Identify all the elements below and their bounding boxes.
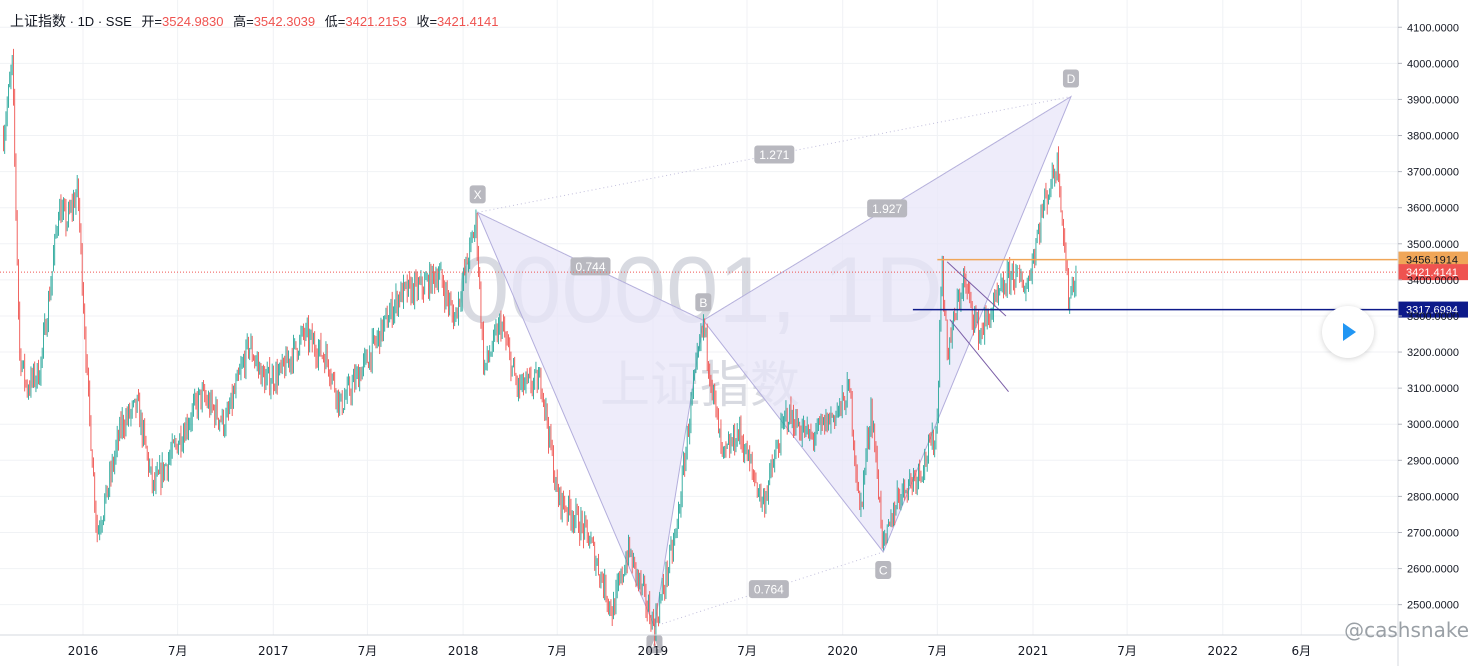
price-tick-label: 2600.0000 [1407, 564, 1459, 576]
price-tick-label: 2800.0000 [1407, 491, 1459, 503]
time-tick-label: 2021 [1018, 644, 1049, 658]
price-tick-label: 3800.0000 [1407, 131, 1459, 143]
symbol-name[interactable]: 上证指数 [10, 13, 66, 29]
open-value: 3524.9830 [162, 14, 224, 29]
price-tick-label: 3600.0000 [1407, 203, 1459, 215]
time-tick-label: 2020 [827, 644, 858, 658]
channel-line-1 [949, 319, 1009, 393]
price-tick-label: 3100.0000 [1407, 383, 1459, 395]
price-tick-label: 3300.0000 [1407, 311, 1459, 323]
time-tick-label: 7月 [737, 644, 757, 658]
separator: · [69, 14, 78, 29]
pattern-ratio-x-b: 0.744 [575, 260, 605, 274]
price-label-bg-1 [1398, 264, 1468, 281]
high-label: 高= [233, 14, 254, 29]
time-axis[interactable]: 2016 7月 2017 7月 2018 7月 2019 7月 2020 7月 2021 7月 2022… [0, 634, 1398, 658]
pattern-line-xb [477, 211, 704, 321]
time-tick-label: 2016 [68, 644, 99, 658]
time-tick-label: 7月 [168, 644, 188, 658]
play-icon [1343, 323, 1356, 341]
pattern-ratio-x-b-bg [570, 257, 611, 276]
pattern-point-c: C [879, 563, 888, 577]
pattern-point-x: X [474, 188, 482, 202]
corner-watermark: @cashsnake [1344, 618, 1469, 642]
open-label: 开= [141, 14, 163, 29]
time-tick-label: 7月 [928, 644, 948, 658]
price-label-1: 3421.4141 [1406, 267, 1458, 279]
play-button[interactable] [1322, 306, 1374, 358]
price-tick-label: 4100.0000 [1407, 22, 1459, 34]
symbol-header: 上证指数 · 1D · SSE 开=3524.9830 高=3542.3039 … [10, 11, 498, 31]
time-tick-label: 2017 [258, 644, 289, 658]
pattern-point-d-bg [1062, 69, 1079, 88]
high-value: 3542.3039 [253, 14, 316, 29]
time-tick-label: 2019 [638, 644, 669, 658]
price-tick-label: 3900.0000 [1407, 94, 1459, 106]
pattern-leg-bcd [702, 95, 1073, 553]
pattern-point-b: B [699, 296, 707, 310]
close-value: 3421.4141 [437, 14, 499, 29]
pattern-ratio-x-d-bg [754, 145, 795, 164]
price-label-0: 3456.1914 [1406, 255, 1458, 267]
time-tick-label: 7月 [547, 644, 567, 658]
pattern-point-b-bg [695, 293, 712, 312]
price-tick-label: 4000.0000 [1407, 58, 1459, 70]
price-tick-label: 3200.0000 [1407, 347, 1459, 359]
price-tick-label: 2700.0000 [1407, 527, 1459, 539]
price-label-bg-0 [1398, 251, 1468, 268]
pattern-ratio-x-d: 1.271 [759, 148, 789, 162]
price-axis[interactable]: 2500.0000 2600.0000 2700.0000 2800.0000 2900… [1397, 0, 1459, 666]
price-tick-label: 3400.0000 [1407, 275, 1459, 287]
pattern-ratio-a-c-bg [748, 580, 789, 599]
close-label: 收= [416, 14, 438, 29]
price-tick-label: 2900.0000 [1407, 455, 1459, 467]
interval-label[interactable]: 1D [77, 14, 95, 29]
price-label-2: 3317.6994 [1406, 305, 1458, 317]
channel-line-0 [946, 261, 1007, 317]
pattern-point-d: D [1067, 72, 1076, 86]
price-tick-label: 3700.0000 [1407, 167, 1459, 179]
price-label-bg-2 [1398, 301, 1468, 318]
time-tick-label: 7月 [1117, 644, 1137, 658]
separator: · [97, 14, 106, 29]
time-tick-label: 2022 [1208, 644, 1239, 658]
pattern-ratio-b-d-bg [867, 199, 908, 218]
price-tick-label: 2500.0000 [1407, 600, 1459, 612]
pattern-ratio-a-c: 0.764 [754, 583, 784, 597]
price-tick-label: 3500.0000 [1407, 239, 1459, 251]
time-tick-label: 2018 [448, 644, 479, 658]
time-tick-label: 6月 [1291, 644, 1311, 658]
time-tick-label: 7月 [358, 644, 378, 658]
pattern-ratio-b-d: 1.927 [872, 202, 902, 216]
exchange-label: SSE [105, 14, 132, 29]
candlestick-series [2, 48, 1077, 646]
pattern-point-x-bg [469, 185, 486, 204]
pattern-point-c-bg [875, 560, 892, 579]
low-value: 3421.2153 [345, 14, 407, 29]
low-label: 低= [324, 14, 346, 29]
price-tick-label: 3000.0000 [1407, 419, 1459, 431]
pattern-line-xd [477, 96, 1072, 213]
